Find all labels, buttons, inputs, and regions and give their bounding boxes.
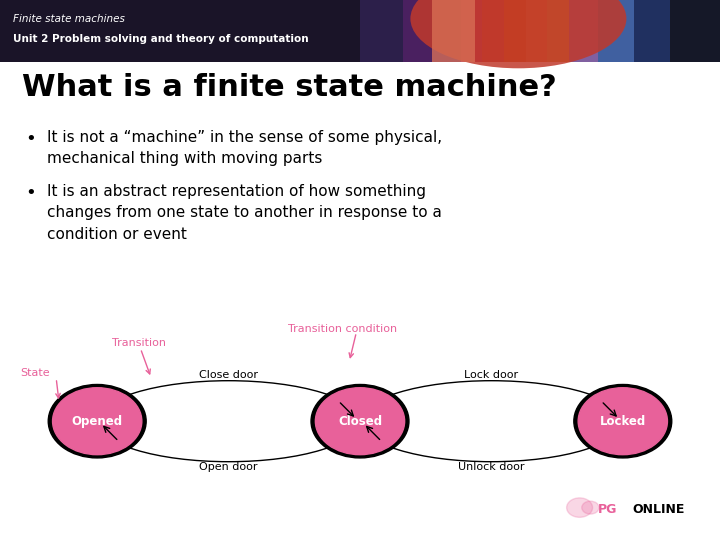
Circle shape — [53, 388, 142, 455]
Circle shape — [578, 388, 667, 455]
Text: condition or event: condition or event — [47, 227, 186, 242]
Text: Open door: Open door — [199, 462, 258, 472]
Text: Lock door: Lock door — [464, 370, 518, 380]
Text: Opened: Opened — [71, 415, 123, 428]
Circle shape — [567, 498, 593, 517]
Circle shape — [311, 384, 409, 458]
Text: changes from one state to another in response to a: changes from one state to another in res… — [47, 205, 441, 220]
Text: State: State — [20, 368, 50, 377]
Circle shape — [574, 384, 672, 458]
Bar — [598, 0, 641, 62]
Text: •: • — [25, 184, 36, 201]
Bar — [634, 0, 677, 62]
Circle shape — [582, 501, 599, 514]
Bar — [461, 0, 526, 62]
Text: Close door: Close door — [199, 370, 258, 380]
Bar — [547, 0, 598, 62]
Bar — [360, 0, 446, 62]
Text: Finite state machines: Finite state machines — [13, 14, 125, 24]
Circle shape — [315, 388, 405, 455]
Bar — [504, 0, 562, 62]
Text: Unit 2 Problem solving and theory of computation: Unit 2 Problem solving and theory of com… — [13, 34, 309, 44]
Bar — [0, 0, 396, 62]
Text: Unlock door: Unlock door — [458, 462, 525, 472]
Circle shape — [48, 384, 146, 458]
Bar — [403, 0, 475, 62]
Text: PG: PG — [598, 503, 617, 516]
Text: Locked: Locked — [600, 415, 646, 428]
Text: mechanical thing with moving parts: mechanical thing with moving parts — [47, 151, 322, 166]
Bar — [432, 0, 475, 62]
Bar — [670, 0, 720, 62]
Bar — [432, 0, 504, 62]
Ellipse shape — [410, 0, 626, 68]
Text: Transition condition: Transition condition — [288, 325, 397, 334]
Text: It is an abstract representation of how something: It is an abstract representation of how … — [47, 184, 426, 199]
Text: Transition: Transition — [112, 338, 166, 348]
Bar — [526, 0, 576, 62]
Text: Closed: Closed — [338, 415, 382, 428]
Bar — [569, 0, 612, 62]
Text: •: • — [25, 130, 36, 147]
Text: What is a finite state machine?: What is a finite state machine? — [22, 73, 557, 102]
Text: It is not a “machine” in the sense of some physical,: It is not a “machine” in the sense of so… — [47, 130, 442, 145]
Text: ONLINE: ONLINE — [632, 503, 685, 516]
Bar — [482, 0, 547, 62]
